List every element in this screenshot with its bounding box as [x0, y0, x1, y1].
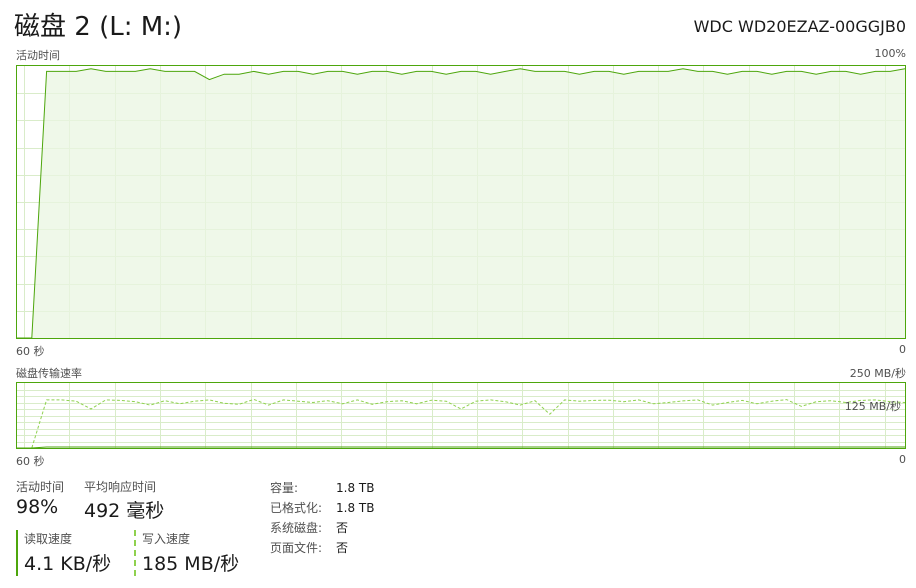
transfer-chart-right-axis: 0 [899, 453, 906, 466]
transfer-rate-chart: 125 MB/秒 [16, 382, 906, 449]
prop-formatted: 已格式化: 1.8 TB [270, 499, 374, 516]
transfer-chart-left-axis: 60 秒 [16, 455, 45, 468]
response-time-label: 平均响应时间 [84, 480, 157, 494]
response-time-value: 492 毫秒 [84, 500, 165, 522]
active-time-line [17, 68, 905, 338]
prop-page-file: 页面文件: 否 [270, 539, 348, 556]
active-chart-max: 100% [874, 47, 906, 60]
prop-capacity-value: 1.8 TB [336, 481, 375, 495]
active-time-value: 98% [16, 496, 59, 518]
transfer-rate-chart-svg [17, 383, 905, 448]
write-speed-label: 写入速度 [142, 532, 191, 546]
active-time-chart [16, 65, 906, 339]
disk-model: WDC WD20EZAZ-00GGJB0 [693, 17, 906, 36]
transfer-chart-max: 250 MB/秒 [849, 367, 906, 380]
write-speed-line [17, 398, 905, 448]
transfer-chart-label: 磁盘传输速率 [16, 367, 82, 380]
prop-system-disk: 系统磁盘: 否 [270, 519, 348, 536]
read-speed-line [17, 446, 905, 448]
prop-system-disk-value: 否 [336, 521, 349, 535]
prop-capacity: 容量: 1.8 TB [270, 479, 374, 496]
read-speed-block: 读取速度 4.1 KB/秒 [16, 530, 111, 576]
read-speed-label: 读取速度 [24, 532, 73, 546]
active-chart-label: 活动时间 [16, 49, 60, 62]
active-chart-left-axis: 60 秒 [16, 345, 45, 358]
prop-page-file-value: 否 [336, 541, 349, 555]
write-speed-block: 写入速度 185 MB/秒 [134, 530, 239, 576]
prop-formatted-key: 已格式化: [270, 501, 323, 515]
read-speed-value: 4.1 KB/秒 [24, 553, 112, 575]
prop-page-file-key: 页面文件: [270, 541, 323, 555]
active-time-area [17, 68, 905, 338]
active-time-chart-svg [17, 66, 905, 338]
prop-system-disk-key: 系统磁盘: [270, 521, 323, 535]
write-speed-value: 185 MB/秒 [142, 553, 240, 575]
transfer-ref-label: 125 MB/秒 [844, 400, 901, 413]
disk-title: 磁盘 2 (L: M:) [14, 12, 183, 42]
active-time-label: 活动时间 [16, 480, 65, 494]
active-chart-right-axis: 0 [899, 343, 906, 356]
prop-capacity-key: 容量: [270, 481, 299, 495]
prop-formatted-value: 1.8 TB [336, 501, 375, 515]
